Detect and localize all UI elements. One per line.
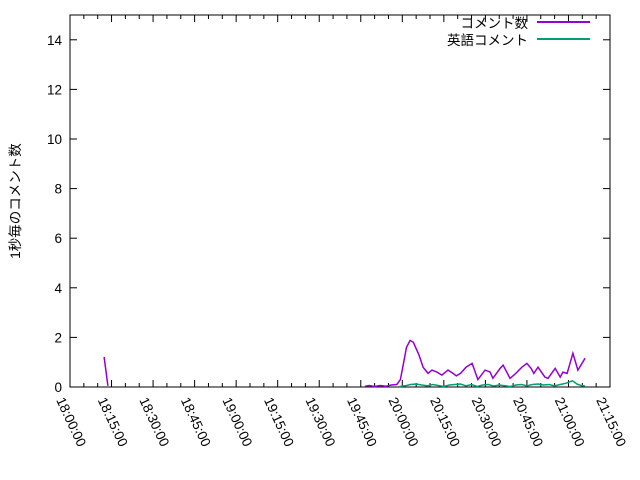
y-tick-label: 4 — [54, 281, 62, 296]
x-tick-label: 18:00:00 — [53, 395, 89, 449]
legend-row-comments: コメント数 — [447, 14, 590, 31]
x-tick-label: 19:00:00 — [219, 395, 255, 449]
series-line-1 — [399, 379, 586, 388]
y-tick-label: 12 — [47, 82, 62, 97]
legend: コメント数 英語コメント — [447, 14, 590, 48]
x-tick-label: 20:45:00 — [510, 395, 546, 449]
legend-label-comments: コメント数 — [460, 16, 529, 31]
y-tick-label: 2 — [54, 330, 62, 345]
series-line-0 — [364, 339, 586, 388]
x-tick-label: 19:45:00 — [344, 395, 380, 449]
x-tick-label: 19:15:00 — [261, 395, 297, 449]
x-tick-label: 18:45:00 — [178, 395, 214, 449]
x-tick-label: 18:15:00 — [95, 395, 131, 449]
legend-line-comments — [537, 21, 590, 23]
x-tick-label: 21:15:00 — [593, 395, 629, 449]
y-tick-label: 14 — [47, 33, 63, 48]
x-tick-label: 20:30:00 — [469, 395, 505, 449]
x-tick-label: 21:00:00 — [552, 395, 588, 449]
plot-border — [69, 14, 611, 388]
y-tick-label: 0 — [54, 380, 62, 395]
legend-label-english-comments: 英語コメント — [447, 33, 528, 48]
y-tick-label: 8 — [54, 182, 62, 197]
legend-line-english-comments — [537, 38, 590, 40]
y-tick-label: 6 — [54, 231, 62, 246]
legend-row-english-comments: 英語コメント — [447, 31, 590, 48]
x-tick-label: 20:15:00 — [427, 395, 463, 449]
y-axis-label: 1秒毎のコメント数 — [8, 143, 23, 259]
x-tick-label: 18:30:00 — [136, 395, 172, 449]
y-tick-label: 10 — [47, 132, 62, 147]
x-tick-label: 19:30:00 — [303, 395, 339, 449]
series-line-0 — [103, 356, 109, 386]
x-tick-label: 20:00:00 — [386, 395, 422, 449]
